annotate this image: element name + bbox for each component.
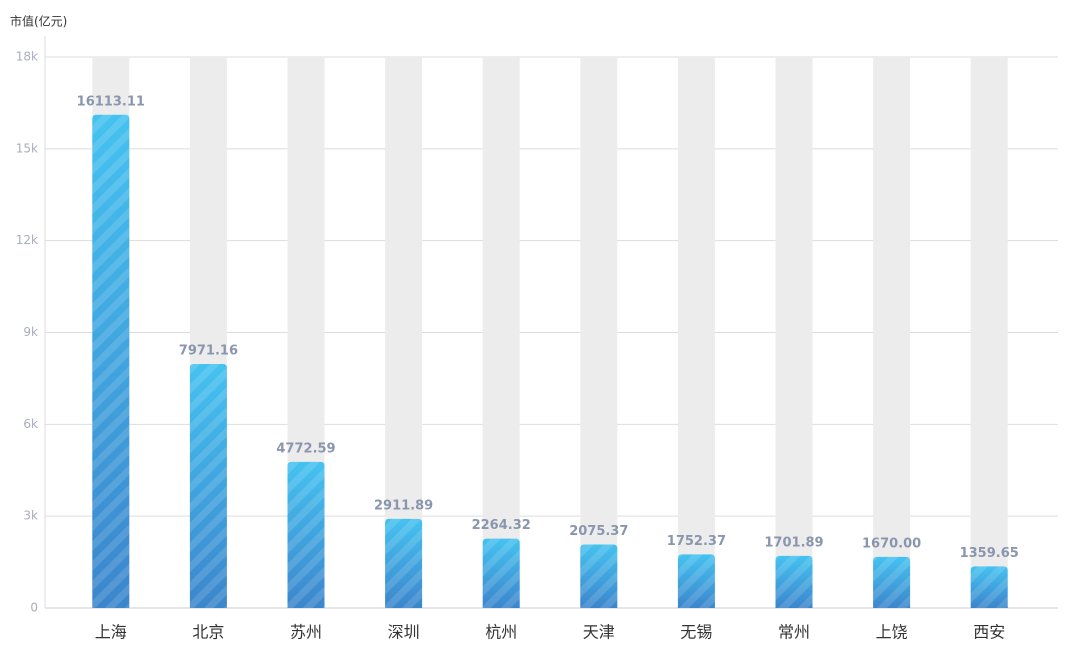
y-tick-label: 0: [30, 601, 38, 615]
x-tick-label: 杭州: [485, 623, 517, 642]
value-label: 7971.16: [179, 343, 238, 358]
y-tick-label: 15k: [16, 141, 38, 155]
value-label: 2264.32: [472, 518, 531, 533]
bar-stripes: [677, 554, 715, 608]
bar-background: [580, 57, 618, 608]
bar-background: [677, 57, 715, 608]
x-tick-label: 天津: [583, 623, 615, 642]
value-label: 16113.11: [77, 94, 145, 109]
x-tick-label: 常州: [778, 623, 810, 642]
bar-background: [482, 57, 520, 608]
bar-stripes: [580, 544, 618, 608]
bar-background: [970, 57, 1008, 608]
value-label: 1670.00: [862, 536, 921, 551]
value-label: 4772.59: [276, 441, 335, 456]
x-tick-label: 深圳: [388, 623, 420, 642]
bar-stripes: [385, 518, 423, 608]
x-tick-label: 无锡: [680, 623, 712, 642]
y-tick-label: 6k: [23, 417, 38, 431]
y-tick-label: 18k: [16, 50, 38, 64]
bar-stripes: [970, 566, 1008, 608]
bar-stripes: [92, 114, 130, 608]
y-tick-label: 3k: [23, 509, 38, 523]
y-tick-label: 12k: [16, 233, 38, 247]
x-tick-label: 北京: [192, 623, 224, 642]
value-label: 1701.89: [764, 535, 823, 550]
value-label: 1752.37: [667, 534, 726, 549]
bar-stripes: [287, 461, 325, 608]
bar-stripes: [482, 538, 520, 608]
bar-stripes: [189, 363, 227, 608]
y-axis-label: 市值(亿元): [10, 14, 67, 29]
y-tick-label: 9k: [23, 325, 38, 339]
bar-stripes: [873, 556, 911, 608]
x-tick-label: 上饶: [876, 623, 908, 642]
bar-background: [385, 57, 423, 608]
x-tick-label: 西安: [973, 623, 1005, 642]
value-label: 1359.65: [960, 546, 1019, 561]
x-tick-label: 上海: [95, 623, 127, 642]
bar-background: [873, 57, 911, 608]
value-label: 2911.89: [374, 498, 433, 513]
bar-stripes: [775, 555, 813, 608]
value-label: 2075.37: [569, 524, 628, 539]
x-tick-label: 苏州: [290, 623, 322, 642]
bar-background: [775, 57, 813, 608]
